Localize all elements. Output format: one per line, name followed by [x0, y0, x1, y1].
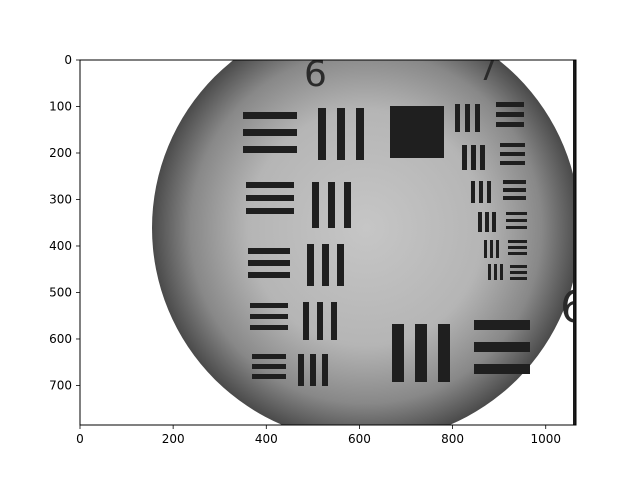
horizontal-bar: [496, 122, 524, 127]
y-tick-label: 400: [49, 239, 72, 253]
x-tick-label: 200: [162, 432, 185, 446]
vertical-bar: [492, 212, 496, 232]
horizontal-bar: [248, 260, 290, 266]
horizontal-bar: [252, 364, 286, 369]
vertical-bar: [496, 240, 499, 258]
horizontal-bar: [243, 146, 297, 153]
vertical-bar: [490, 240, 493, 258]
target-numerals: 6 7 6: [304, 53, 588, 333]
horizontal-bar: [474, 364, 530, 374]
horizontal-bar: [248, 248, 290, 254]
x-tick-label: 600: [348, 432, 371, 446]
vertical-bar: [494, 264, 497, 280]
horizontal-bar: [474, 342, 530, 352]
horizontal-bar: [506, 219, 527, 222]
y-axis-ticks: 0 100 200 300 400 500 600 700: [49, 53, 80, 392]
vertical-bar: [317, 302, 323, 340]
horizontal-bar: [243, 112, 297, 119]
vertical-bar: [465, 104, 470, 132]
horizontal-bar: [510, 271, 527, 274]
horizontal-bar: [246, 182, 294, 188]
horizontal-bar: [474, 320, 530, 330]
vertical-bar: [487, 181, 491, 203]
vertical-bar: [471, 181, 475, 203]
vertical-bar: [356, 108, 364, 160]
vertical-bar: [322, 354, 328, 386]
horizontal-bar: [496, 112, 524, 117]
vertical-bar: [310, 354, 316, 386]
vertical-bar: [344, 182, 351, 228]
horizontal-bar: [248, 272, 290, 278]
horizontal-bar: [503, 188, 526, 192]
vertical-bar: [318, 108, 326, 160]
vertical-bar: [337, 108, 345, 160]
vertical-bar: [484, 240, 487, 258]
horizontal-bar: [500, 143, 525, 147]
square-element: [390, 106, 444, 158]
horizontal-bar: [503, 180, 526, 184]
horizontal-bar: [510, 265, 527, 268]
horizontal-bar: [243, 129, 297, 136]
vertical-bar: [298, 354, 304, 386]
vertical-bar: [392, 324, 404, 382]
vertical-bar: [415, 324, 427, 382]
numeral-6-top: 6: [304, 54, 327, 95]
image-area: 6 7 6: [152, 53, 588, 425]
x-tick-label: 1000: [530, 432, 561, 446]
horizontal-bar: [250, 314, 288, 319]
y-tick-label: 700: [49, 378, 72, 392]
vertical-bar: [307, 244, 314, 286]
vertical-bar: [328, 182, 335, 228]
y-tick-label: 100: [49, 99, 72, 113]
vertical-bar: [485, 212, 489, 232]
horizontal-bar: [250, 325, 288, 330]
y-tick-label: 0: [64, 53, 72, 67]
horizontal-bar: [500, 152, 525, 156]
plot-axes: 6 7 6 0 200 400 600 800 1000 0 100 200 300 400 500…: [49, 53, 588, 446]
vertical-bar: [438, 324, 450, 382]
horizontal-bar: [508, 240, 527, 243]
vertical-bar: [462, 145, 467, 170]
vertical-bar: [471, 145, 476, 170]
horizontal-bar: [246, 208, 294, 214]
horizontal-bar: [246, 195, 294, 201]
y-tick-label: 600: [49, 332, 72, 346]
horizontal-bar: [508, 246, 527, 249]
horizontal-bar: [252, 354, 286, 359]
vertical-bar: [322, 244, 329, 286]
x-tick-label: 0: [76, 432, 84, 446]
vertical-bar: [480, 145, 485, 170]
vertical-bar: [488, 264, 491, 280]
horizontal-bar: [250, 303, 288, 308]
numeral-6-right: 6: [560, 282, 588, 333]
vertical-bar: [331, 302, 337, 340]
image-right-edge: [573, 60, 576, 425]
horizontal-bar: [500, 161, 525, 165]
horizontal-bar: [496, 102, 524, 107]
vertical-bar: [337, 244, 344, 286]
vertical-bar: [312, 182, 319, 228]
x-tick-label: 400: [255, 432, 278, 446]
vertical-bar: [500, 264, 503, 280]
vertical-bar: [303, 302, 309, 340]
horizontal-bar: [252, 374, 286, 379]
vertical-bar: [479, 181, 483, 203]
vertical-bar: [478, 212, 482, 232]
y-tick-label: 300: [49, 192, 72, 206]
numeral-7-top: 7: [478, 53, 497, 88]
horizontal-bar: [503, 196, 526, 200]
y-tick-label: 200: [49, 146, 72, 160]
horizontal-bar: [508, 252, 527, 255]
axes-frame: [79, 59, 577, 426]
horizontal-bar: [506, 212, 527, 215]
y-tick-label: 500: [49, 285, 72, 299]
vertical-bar: [475, 104, 480, 132]
bar-patterns: [243, 102, 530, 386]
x-tick-label: 800: [441, 432, 464, 446]
x-axis-ticks: 0 200 400 600 800 1000: [76, 425, 561, 446]
vertical-bar: [455, 104, 460, 132]
horizontal-bar: [510, 277, 527, 280]
horizontal-bar: [506, 226, 527, 229]
